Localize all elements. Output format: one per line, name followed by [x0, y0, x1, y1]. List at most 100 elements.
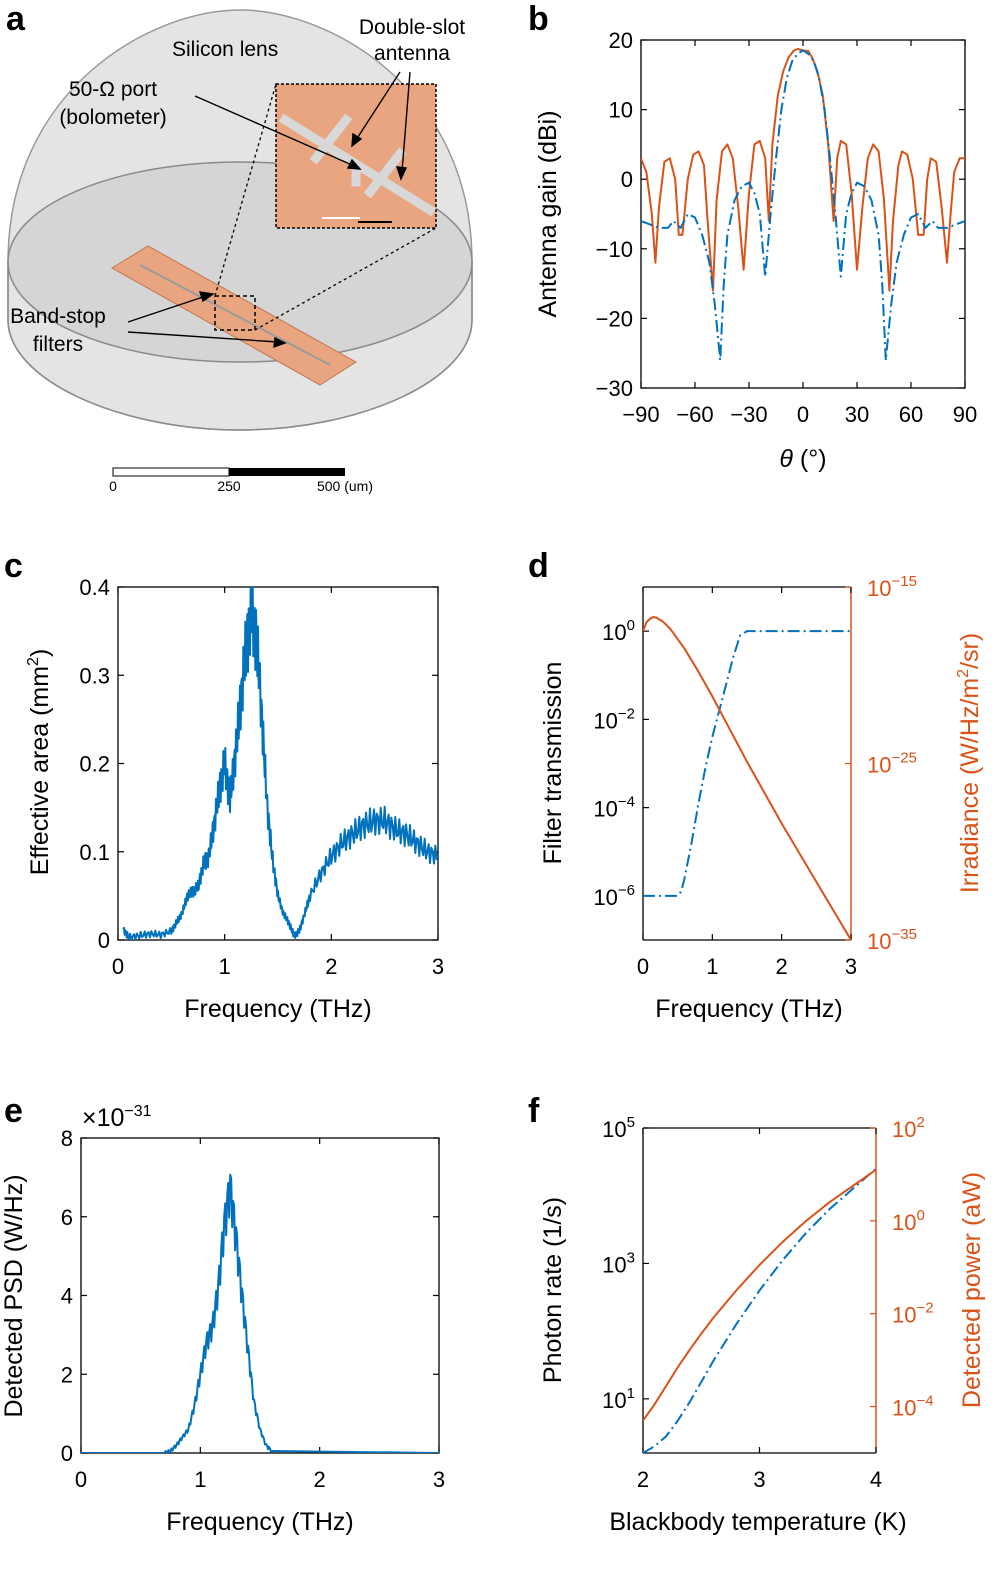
- chart-e-xtick-label: 2: [314, 1467, 326, 1492]
- scalebar-tick-0: 0: [109, 478, 117, 494]
- chart-e-series: [81, 1173, 439, 1453]
- chart-d-ytick-left-label-base: 10: [593, 885, 617, 910]
- chart-b-series: [641, 48, 965, 362]
- chart-b-ytick-label: 0: [621, 167, 633, 192]
- chart-b-xtick-label: −30: [730, 402, 767, 427]
- chart-e: 0 1 2 3 8 6 4 2 0 ×10−31 Detected PSD (W/Hz) Fre…: [0, 1103, 445, 1536]
- scalebar-tick-500: 500 (um): [317, 478, 373, 494]
- chart-b-ytick-label: −20: [596, 306, 633, 331]
- chart-e-scale-exp: −31: [124, 1103, 151, 1120]
- chart-b-xtick-label: 0: [797, 402, 809, 427]
- chart-d-series-line-1: [643, 616, 851, 940]
- chart-f-ytick-right-label-base: 10: [892, 1303, 916, 1328]
- chart-c-xtick-label: 3: [432, 954, 444, 979]
- chart-f-ytick-left-label: 101: [602, 1385, 635, 1413]
- chart-e-scale-base: ×10: [82, 1104, 124, 1132]
- chart-c-ytick-label: 0.2: [79, 752, 110, 777]
- chart-f-ytick-right-label: 100: [892, 1207, 925, 1235]
- chart-c-ticks: 0 1 2 3 0.4 0.3 0.2 0.1 0: [79, 575, 444, 979]
- zoom-line-2: [254, 227, 437, 331]
- chart-b-series-line-1: [641, 49, 965, 362]
- chart-c-frame: [117, 586, 439, 941]
- zoom-box-small: [214, 295, 256, 331]
- chart-c-ytick-label: 0.4: [79, 575, 110, 600]
- chart-d-ytick-left-label-exp: −4: [618, 794, 635, 811]
- chart-b-xtick-label: −90: [622, 402, 659, 427]
- chart-d-ytick-right-label-exp: −15: [891, 573, 916, 590]
- chart-c-ylabel-end: ): [26, 649, 54, 657]
- chart-c: 0 1 2 30.40.30.20.10 Effective area (mm2) F…: [25, 575, 444, 1023]
- chart-f-ytick-right-label: 10−2: [892, 1300, 934, 1328]
- chart-f-ytick-right-label-exp: 2: [916, 1114, 924, 1131]
- chart-f-ytick-right-label-base: 10: [892, 1396, 916, 1421]
- chart-d-xtick-label: 2: [776, 954, 788, 979]
- chart-f-ytick-left-label-exp: 3: [627, 1249, 635, 1266]
- chart-e-xtick-label: 0: [75, 1467, 87, 1492]
- chart-d-ylabel-right-sup: 2: [955, 669, 972, 678]
- chart-d-ytick-left-label: 10−6: [593, 882, 635, 910]
- chart-c-ytick-label: 0: [98, 928, 110, 953]
- chart-f-ytick-left-label-base: 10: [602, 1388, 626, 1413]
- chip-line: [139, 264, 331, 366]
- chart-d-ytick-right-label-base: 10: [867, 929, 891, 954]
- chart-b-xlabel-var: θ: [779, 445, 793, 473]
- chart-f-ytick-right-label-base: 10: [892, 1117, 916, 1142]
- scalebar-black: [229, 468, 345, 476]
- chart-b-ylabel: Antenna gain (dBi): [534, 110, 562, 317]
- chart-b-ytick-label: −10: [596, 237, 633, 262]
- chart-f-ytick-right-label-base: 10: [892, 1210, 916, 1235]
- chart-f-xlabel: Blackbody temperature (K): [609, 1508, 906, 1536]
- chart-e-ytick-label: 8: [61, 1126, 73, 1151]
- chart-c-ytick-label: 0.1: [79, 840, 110, 865]
- chart-e-ytick-label: 2: [61, 1362, 73, 1387]
- chart-d-ytick-left-label-exp: −6: [618, 882, 635, 899]
- chart-b-ytick-label: 20: [609, 28, 633, 53]
- chart-d-ytick-left-label-base: 10: [602, 620, 626, 645]
- chart-b-xtick-label: 30: [845, 402, 869, 427]
- chart-c-xtick-label: 0: [112, 954, 124, 979]
- chart-b-ticks: −90 −60 −30 0 30 60 90 20 10 0 −10 −20 −30: [596, 28, 978, 427]
- chart-c-ylabel-main: Effective area (mm: [26, 666, 54, 875]
- chart-d-ylabel-left: Filter transmission: [539, 662, 567, 865]
- chart-d-xtick-label: 0: [637, 954, 649, 979]
- chart-d-ytick-right-label: 10−25: [867, 750, 917, 778]
- chart-d-ytick-left-label-base: 10: [593, 708, 617, 733]
- chart-c-xtick-label: 1: [219, 954, 231, 979]
- panel-e-label: e: [4, 1092, 23, 1130]
- chart-c-ylabel: Effective area (mm2): [25, 649, 54, 876]
- chart-e-ytick-label: 0: [61, 1441, 73, 1466]
- label-antenna-1: Double-slot: [359, 16, 465, 39]
- chart-e-scale: ×10−31: [82, 1103, 152, 1132]
- chart-d-ylabel-right-end: /sr): [956, 633, 984, 669]
- label-port-2: (bolometer): [59, 106, 166, 129]
- chart-f-ytick-left-label-exp: 5: [627, 1114, 635, 1131]
- chart-c-series-line: [122, 587, 438, 940]
- chart-d-xtick-label: 3: [845, 954, 857, 979]
- chart-f-ylabel-left: Photon rate (1/s): [539, 1197, 567, 1383]
- chart-f-ytick-right-label-exp: 0: [916, 1207, 924, 1224]
- chart-f-ytick-right-label-exp: −2: [916, 1300, 933, 1317]
- label-antenna-2: antenna: [374, 42, 450, 65]
- chart-f-series: [643, 1167, 876, 1453]
- zoom-line-1: [214, 83, 277, 297]
- chart-d-ytick-right-label-exp: −35: [891, 926, 916, 943]
- chart-d-ytick-left-label-exp: −2: [618, 705, 635, 722]
- chart-d-series: [643, 616, 851, 940]
- chart-c-ylabel-sup: 2: [25, 657, 42, 666]
- chart-f-ytick-left-label-base: 10: [602, 1252, 626, 1277]
- chart-f-ytick-left-label: 105: [602, 1114, 635, 1142]
- chart-e-xlabel: Frequency (THz): [166, 1508, 354, 1536]
- chart-c-ytick-label: 0.3: [79, 663, 110, 688]
- panel-c-label: c: [4, 547, 23, 585]
- chart-e-ytick-label: 4: [61, 1284, 73, 1309]
- label-filters-1: Band-stop: [10, 305, 106, 328]
- chart-d-xtick-label: 1: [706, 954, 718, 979]
- label-port-1: 50-Ω port: [69, 78, 157, 101]
- chart-b-series-line-0: [641, 48, 965, 292]
- panel-a-illustration: [7, 9, 473, 477]
- chart-b-ytick-label: 10: [609, 98, 633, 123]
- panel-a-label: a: [6, 0, 26, 38]
